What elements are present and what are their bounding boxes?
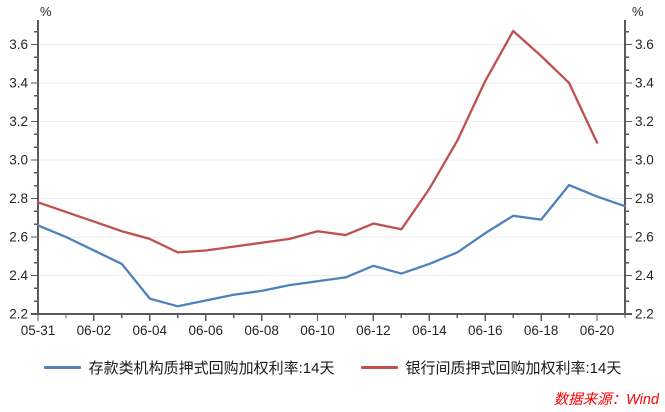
svg-text:06-14: 06-14 <box>412 323 447 338</box>
svg-text:06-16: 06-16 <box>468 323 503 338</box>
chart-legend: 存款类机构质押式回购加权利率:14天 银行间质押式回购加权利率:14天 <box>0 352 665 382</box>
svg-text:3.6: 3.6 <box>635 37 654 52</box>
svg-text:3.2: 3.2 <box>635 114 654 129</box>
svg-text:06-20: 06-20 <box>580 323 615 338</box>
legend-item-deposit-institutions-repo: 存款类机构质押式回购加权利率:14天 <box>43 357 335 378</box>
svg-text:06-18: 06-18 <box>524 323 559 338</box>
svg-text:06-02: 06-02 <box>77 323 112 338</box>
svg-text:3.4: 3.4 <box>635 75 654 90</box>
svg-text:06-10: 06-10 <box>300 323 335 338</box>
svg-text:3.0: 3.0 <box>635 152 654 167</box>
svg-text:3.2: 3.2 <box>9 114 28 129</box>
svg-text:06-12: 06-12 <box>356 323 391 338</box>
svg-text:2.6: 2.6 <box>635 229 654 244</box>
svg-text:2.2: 2.2 <box>9 307 28 322</box>
svg-text:2.6: 2.6 <box>9 229 28 244</box>
svg-text:%: % <box>632 4 644 19</box>
legend-label-interbank-repo: 银行间质押式回购加权利率:14天 <box>405 359 622 377</box>
data-source-note: 数据来源：Wind <box>553 392 659 408</box>
svg-text:2.8: 2.8 <box>635 191 654 206</box>
svg-text:05-31: 05-31 <box>21 323 56 338</box>
svg-text:%: % <box>40 4 52 19</box>
legend-label-deposit-institutions-repo: 存款类机构质押式回购加权利率:14天 <box>88 359 335 377</box>
svg-text:3.6: 3.6 <box>9 37 28 52</box>
svg-text:3.4: 3.4 <box>9 75 28 90</box>
legend-line-blue-icon <box>43 365 81 369</box>
svg-text:06-06: 06-06 <box>188 323 223 338</box>
legend-item-interbank-repo: 银行间质押式回购加权利率:14天 <box>360 357 622 378</box>
svg-text:2.8: 2.8 <box>9 191 28 206</box>
svg-text:06-08: 06-08 <box>244 323 279 338</box>
svg-text:2.4: 2.4 <box>9 268 28 283</box>
line-chart-plot-area: 2.2 2.2 2.4 2.4 2.6 2.6 2.8 2.8 3.0 3.0 3.2 3.2 3.4 3… <box>9 4 654 338</box>
svg-text:06-04: 06-04 <box>133 323 168 338</box>
svg-text:2.2: 2.2 <box>635 307 654 322</box>
legend-line-red-icon <box>360 365 398 369</box>
svg-text:2.4: 2.4 <box>635 268 654 283</box>
svg-text:3.0: 3.0 <box>9 152 28 167</box>
